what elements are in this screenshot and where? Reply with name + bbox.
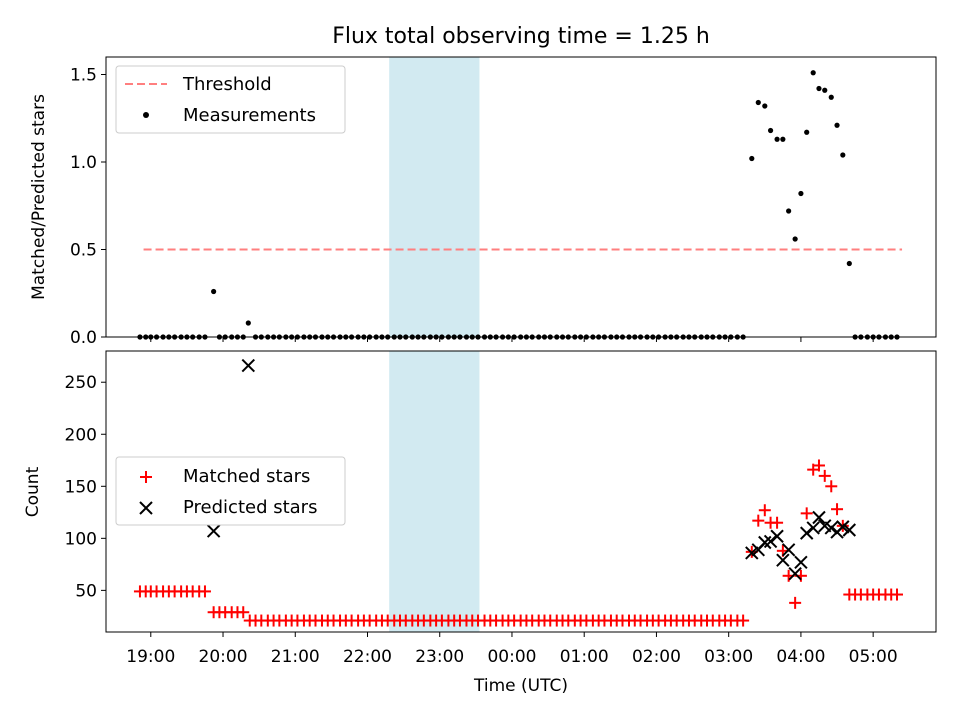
matched-star-point <box>771 516 784 529</box>
matched-legend-label: Matched stars <box>183 466 310 487</box>
predicted-star-point <box>781 543 796 557</box>
matched-star-point <box>825 480 838 493</box>
y-tick-label: 0.5 <box>70 241 97 261</box>
y-tick-label: 250 <box>65 373 97 393</box>
matched-star-point <box>758 504 771 517</box>
panel-bottom: 50 100 150 200 250 19:00 20:00 21:00 22:00 23:00… <box>23 350 937 696</box>
predicted-star-point <box>241 358 256 373</box>
y-tick-label: 50 <box>75 581 97 601</box>
predicted-star-point <box>770 529 784 543</box>
panel-top: 0.0 0.5 1.0 1.5 Flux total observing time =… <box>29 24 937 348</box>
x-tick-label: 22:00 <box>343 647 392 667</box>
plot-area-bottom <box>105 350 937 633</box>
x-tick-label: 23:00 <box>415 647 464 667</box>
x-tick-label: 21:00 <box>271 647 320 667</box>
measurement-point <box>822 87 828 93</box>
measurement-point <box>804 129 810 135</box>
matched-star-point <box>812 459 825 472</box>
threshold-legend-label: Threshold <box>182 74 272 95</box>
predicted-star-point <box>812 510 826 525</box>
matched-star-point <box>800 507 813 520</box>
measurement-point <box>762 103 768 109</box>
measurement-point <box>846 260 852 267</box>
chart-title: Flux total observing time = 1.25 h <box>332 24 710 49</box>
measurement-point <box>767 127 774 134</box>
x-axis-ticks-top <box>150 337 874 342</box>
matched-star-point <box>198 585 211 598</box>
y-tick-label: 0.0 <box>70 328 97 348</box>
measurement-point <box>774 136 780 142</box>
x-tick-label: 05:00 <box>849 647 898 667</box>
matched-star-point <box>818 469 831 482</box>
observing-window-shade-bottom <box>389 351 480 632</box>
y-tick-label: 150 <box>65 477 97 497</box>
predicted-star-point <box>788 567 802 581</box>
measurement-point <box>211 288 217 295</box>
x-axis-ticks-bottom: 19:00 20:00 21:00 22:00 23:00 00:00 01:00 02:00… <box>126 632 898 667</box>
matched-star-point <box>237 606 250 619</box>
observing-window-shade-top <box>389 57 480 337</box>
measurement-point <box>816 85 822 92</box>
x-tick-label: 20:00 <box>199 647 248 667</box>
y-tick-label: 1.5 <box>70 66 97 86</box>
y-tick-label: 200 <box>65 425 97 445</box>
measurements-legend-label: Measurements <box>183 105 316 126</box>
x-tick-label: 04:00 <box>776 647 825 667</box>
measurement-point <box>834 122 840 128</box>
predicted-star-point <box>824 521 838 535</box>
y-tick-label: 100 <box>65 529 97 549</box>
x-tick-label: 01:00 <box>560 647 609 667</box>
measurement-point <box>245 320 251 326</box>
matched-star-point <box>831 503 844 516</box>
matched-star-point <box>752 514 765 527</box>
measurement-point <box>798 190 804 197</box>
y-axis-label-bottom: Count <box>23 466 43 517</box>
measurements-legend-swatch <box>143 112 149 118</box>
measurement-point <box>786 208 792 214</box>
predicted-legend-swatch <box>139 501 153 515</box>
matched-stars-points <box>133 459 903 627</box>
legend-box-bottom <box>115 456 346 526</box>
y-tick-label: 1.0 <box>70 153 97 173</box>
matched-star-point <box>737 614 750 627</box>
y-axis-ticks-top: 0.0 0.5 1.0 1.5 <box>70 66 106 348</box>
y-axis-ticks-bottom: 50 100 150 200 250 <box>65 373 106 601</box>
predicted-star-point <box>745 546 759 560</box>
x-tick-label: 03:00 <box>704 647 753 667</box>
predicted-star-point <box>206 524 221 538</box>
x-tick-label: 19:00 <box>126 647 175 667</box>
matched-star-point <box>890 588 903 601</box>
predicted-star-point <box>842 523 857 537</box>
predicted-legend-label: Predicted stars <box>183 497 317 518</box>
matched-legend-swatch <box>140 471 152 483</box>
predicted-stars-points <box>206 358 857 581</box>
legend-top: Threshold Measurements <box>115 65 346 134</box>
plot-area-top <box>105 56 937 338</box>
legend-bottom: Matched stars Predicted stars <box>115 456 346 526</box>
predicted-star-point <box>776 553 790 567</box>
legend-box-top <box>115 65 346 134</box>
x-axis-label: Time (UTC) <box>473 676 568 696</box>
measurement-point <box>792 236 798 242</box>
predicted-star-point <box>836 520 850 534</box>
measurement-point <box>810 70 816 76</box>
measurement-point <box>755 99 761 106</box>
measurement-point <box>828 94 834 100</box>
measurement-point <box>749 155 755 162</box>
matched-star-point <box>789 596 802 609</box>
measurement-point <box>780 136 786 142</box>
x-tick-label: 00:00 <box>487 647 536 667</box>
x-tick-label: 02:00 <box>632 647 681 667</box>
y-axis-label-top: Matched/Predicted stars <box>29 94 49 300</box>
predicted-star-point <box>806 521 820 535</box>
measurement-point <box>840 152 846 158</box>
predicted-star-point <box>794 555 808 569</box>
